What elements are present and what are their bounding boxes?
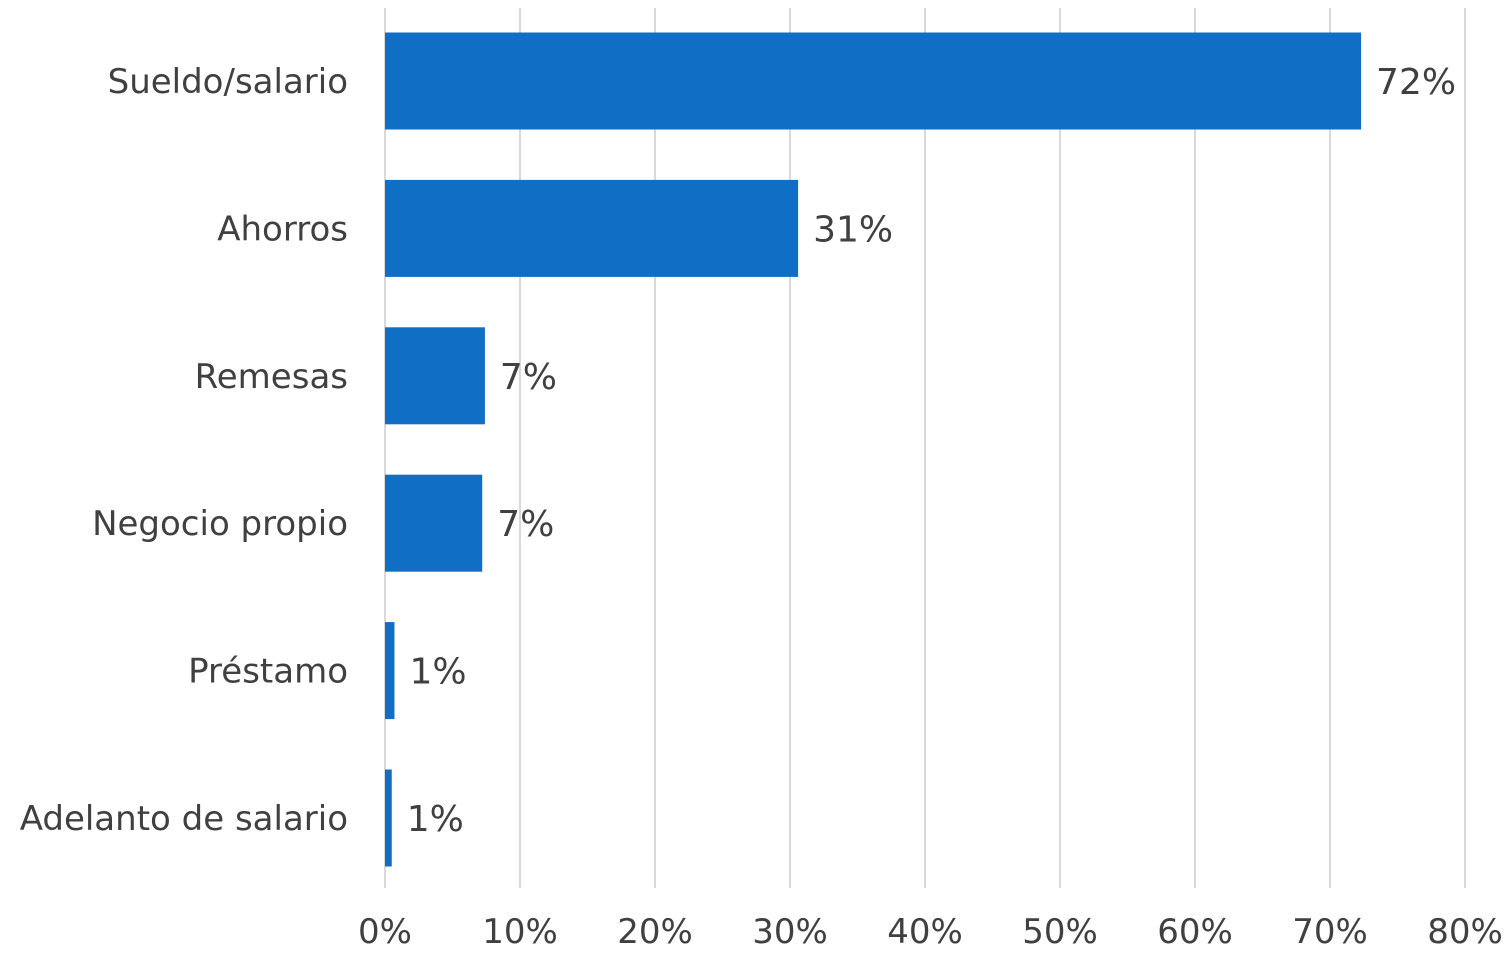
gridlines [384,8,1466,888]
x-tick-label: 20% [617,912,693,952]
x-tick-label: 30% [752,912,828,952]
category-label: Ahorros [217,209,348,249]
data-labels: 72% 31% 7% 7% 1% 1% [407,62,1456,840]
category-labels: Sueldo/salario Ahorros Remesas Negocio prop… [20,62,348,839]
data-label: 72% [1376,62,1456,103]
bar [385,179,799,277]
data-label: 7% [500,357,557,398]
bar [385,32,1362,130]
category-label: Adelanto de salario [20,799,348,839]
category-label: Negocio propio [92,504,348,544]
data-label: 1% [407,799,464,840]
category-label: Préstamo [188,652,348,692]
bars [385,32,1362,867]
x-tick-label: 60% [1157,912,1233,952]
bar [385,327,485,425]
x-axis-ticks: 0% 10% 20% 30% 40% 50% 60% 70% 80% [358,912,1503,952]
category-label: Remesas [195,357,348,397]
data-label: 7% [497,504,554,545]
x-tick-label: 10% [482,912,558,952]
category-label: Sueldo/salario [108,62,348,102]
data-label: 31% [813,209,893,250]
x-tick-label: 0% [358,912,412,952]
bar [385,769,392,867]
x-tick-label: 80% [1427,912,1503,952]
x-tick-label: 40% [887,912,963,952]
bar [385,622,395,720]
x-tick-label: 50% [1022,912,1098,952]
x-tick-label: 70% [1292,912,1368,952]
data-label: 1% [409,652,466,693]
bar [385,474,483,572]
